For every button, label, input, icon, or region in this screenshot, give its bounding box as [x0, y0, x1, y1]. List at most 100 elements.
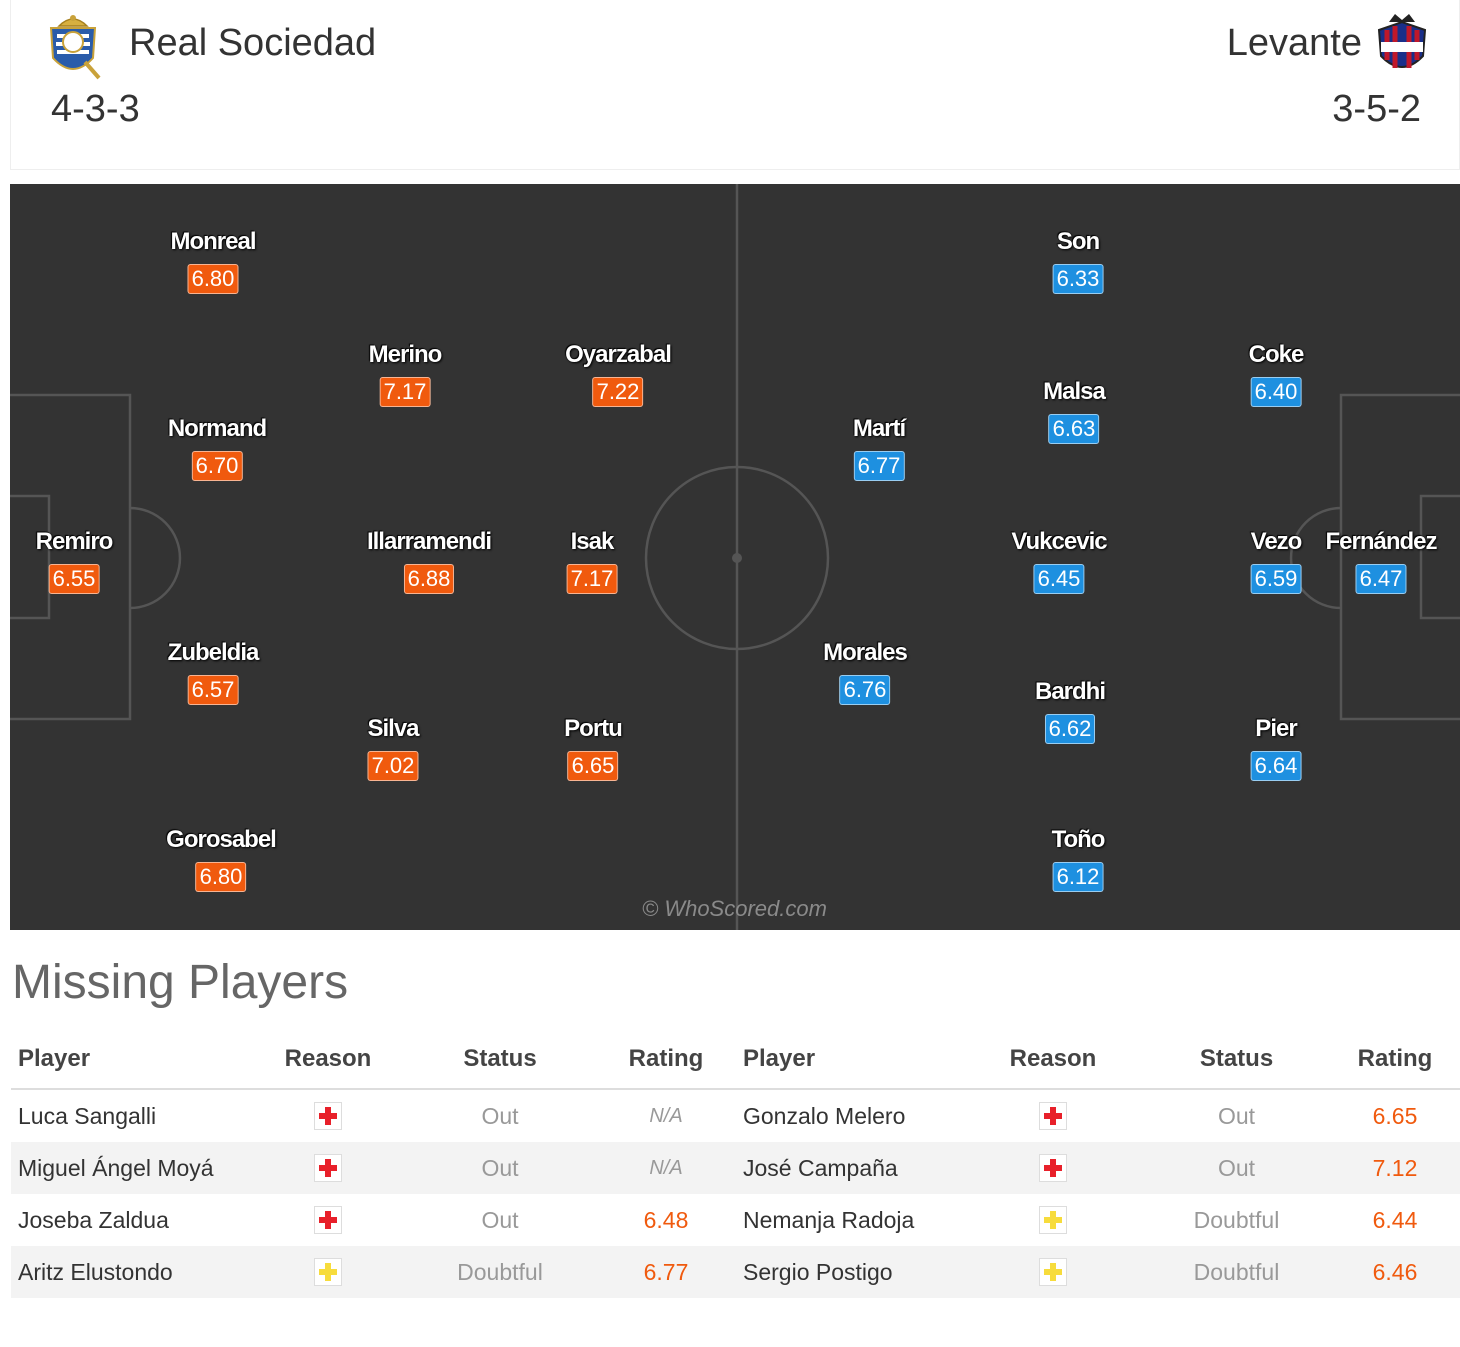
injury-icon[interactable] [1039, 1102, 1067, 1131]
injury-icon[interactable] [314, 1102, 342, 1131]
rating: 6.48 [643, 1206, 689, 1233]
player-name: Coke [1248, 341, 1305, 368]
injury-icon[interactable] [1039, 1154, 1067, 1183]
header-rating[interactable]: Rating [596, 1030, 736, 1090]
away-player[interactable]: Bardhi 6.62 [1034, 678, 1106, 744]
player-rating: 6.80 [187, 264, 239, 294]
injury-icon[interactable] [314, 1206, 342, 1235]
player-name: Silva [367, 715, 419, 742]
home-missing-player[interactable]: Aritz Elustondo [11, 1246, 252, 1298]
away-player[interactable]: Martí 6.77 [853, 415, 906, 481]
home-player[interactable]: Remiro 6.55 [36, 528, 113, 594]
player-rating: 6.80 [195, 862, 247, 892]
player-name: Zubeldia [167, 639, 260, 666]
player-rating: 6.65 [567, 751, 619, 781]
home-player[interactable]: Normand 6.70 [167, 415, 267, 481]
table-header-row: Player Reason Status Rating Player Reaso… [11, 1030, 1460, 1090]
player-name: Monreal [170, 228, 256, 255]
player-name: Merino [368, 341, 443, 368]
doubtful-icon[interactable] [1039, 1206, 1067, 1235]
lineup-pitch: Monreal 6.80 Merino 7.17 Oyarzabal 7.22 … [10, 184, 1460, 930]
player-rating: 6.57 [187, 675, 239, 705]
rating: 6.77 [596, 1246, 736, 1298]
status: Doubtful [1193, 1206, 1280, 1233]
home-missing-player[interactable]: Luca Sangalli [18, 1102, 157, 1129]
injury-icon[interactable] [314, 1154, 342, 1183]
rating: 7.12 [1330, 1142, 1460, 1194]
header-player[interactable]: Player [11, 1030, 252, 1090]
away-missing-player[interactable]: Nemanja Radoja [743, 1206, 915, 1233]
player-rating: 7.17 [566, 564, 618, 594]
player-name: Son [1056, 228, 1100, 255]
home-team-name[interactable]: Real Sociedad [129, 22, 377, 64]
away-missing-player[interactable]: José Campaña [736, 1142, 963, 1194]
rating: 6.44 [1372, 1206, 1418, 1233]
header-rating[interactable]: Rating [1330, 1030, 1460, 1090]
table-row: Aritz Elustondo Doubtful 6.77 Sergio Pos… [11, 1246, 1460, 1298]
home-player[interactable]: Monreal 6.80 [170, 228, 257, 294]
away-player[interactable]: Toño 6.12 [1052, 826, 1105, 892]
away-player[interactable]: Pier 6.64 [1250, 715, 1302, 781]
player-rating: 6.40 [1250, 377, 1302, 407]
player-name: Illarramendi [366, 528, 492, 555]
away-player[interactable]: Fernández 6.47 [1325, 528, 1438, 594]
home-missing-player[interactable]: Miguel Ángel Moyá [11, 1142, 252, 1194]
doubtful-icon[interactable] [1039, 1258, 1067, 1287]
away-team-name[interactable]: Levante [1226, 22, 1362, 64]
home-player[interactable]: Illarramendi 6.88 [366, 528, 492, 594]
player-name: Pier [1255, 715, 1297, 742]
status: Out [1217, 1102, 1256, 1129]
missing-players-title: Missing Players [12, 956, 349, 1009]
home-player[interactable]: Silva 7.02 [367, 715, 420, 781]
player-name: Vezo [1250, 528, 1303, 555]
away-player[interactable]: Son 6.33 [1052, 228, 1104, 294]
doubtful-icon[interactable] [314, 1258, 342, 1287]
away-player[interactable]: Malsa 6.63 [1043, 378, 1106, 444]
status: Out [1143, 1142, 1330, 1194]
player-name: Bardhi [1034, 678, 1106, 705]
player-name: Malsa [1043, 378, 1106, 405]
away-player[interactable]: Coke 6.40 [1249, 341, 1304, 407]
player-rating: 6.12 [1052, 862, 1104, 892]
home-player[interactable]: Oyarzabal 7.22 [565, 341, 672, 407]
home-missing-player[interactable]: Joseba Zaldua [18, 1206, 169, 1233]
player-rating: 6.76 [839, 675, 891, 705]
header-status[interactable]: Status [404, 1030, 596, 1090]
match-header: Real Sociedad 4-3-3 Levante 3-5-2 [10, 0, 1460, 170]
missing-players-table: Player Reason Status Rating Player Reaso… [11, 1030, 1460, 1298]
home-player[interactable]: Zubeldia 6.57 [168, 639, 259, 705]
table-row: Luca Sangalli Out N/A Gonzalo Melero Out… [11, 1089, 1460, 1142]
home-player[interactable]: Merino 7.17 [369, 341, 442, 407]
home-player[interactable]: Portu 6.65 [564, 715, 623, 781]
player-rating: 7.22 [592, 377, 644, 407]
player-name: Morales [823, 639, 908, 666]
rating: N/A [596, 1142, 736, 1194]
header-status[interactable]: Status [1143, 1030, 1330, 1090]
player-rating: 6.64 [1250, 751, 1302, 781]
away-player[interactable]: Vezo 6.59 [1250, 528, 1303, 594]
player-rating: 6.77 [853, 451, 905, 481]
watermark: © WhoScored.com [642, 896, 827, 921]
header-player[interactable]: Player [736, 1030, 963, 1090]
rating: N/A [649, 1104, 683, 1127]
player-name: Fernández [1325, 528, 1437, 555]
home-player[interactable]: Isak 7.17 [566, 528, 618, 594]
away-missing-player[interactable]: Sergio Postigo [736, 1246, 963, 1298]
home-player[interactable]: Gorosabel 6.80 [166, 826, 277, 892]
player-rating: 6.62 [1044, 714, 1096, 744]
player-rating: 6.33 [1052, 264, 1104, 294]
header-reason[interactable]: Reason [252, 1030, 404, 1090]
status: Doubtful [404, 1246, 596, 1298]
home-formation: 4-3-3 [51, 88, 140, 130]
away-player[interactable]: Morales 6.76 [823, 639, 908, 705]
header-reason[interactable]: Reason [963, 1030, 1143, 1090]
levante-crest-icon [1377, 14, 1427, 68]
player-rating: 6.70 [191, 451, 243, 481]
real-sociedad-crest-icon [49, 15, 101, 80]
away-player[interactable]: Vukcevic 6.45 [1011, 528, 1108, 594]
player-rating: 6.55 [48, 564, 100, 594]
away-missing-player[interactable]: Gonzalo Melero [743, 1102, 906, 1129]
status: Out [404, 1142, 596, 1194]
status: Doubtful [1143, 1246, 1330, 1298]
player-name: Normand [167, 415, 267, 442]
